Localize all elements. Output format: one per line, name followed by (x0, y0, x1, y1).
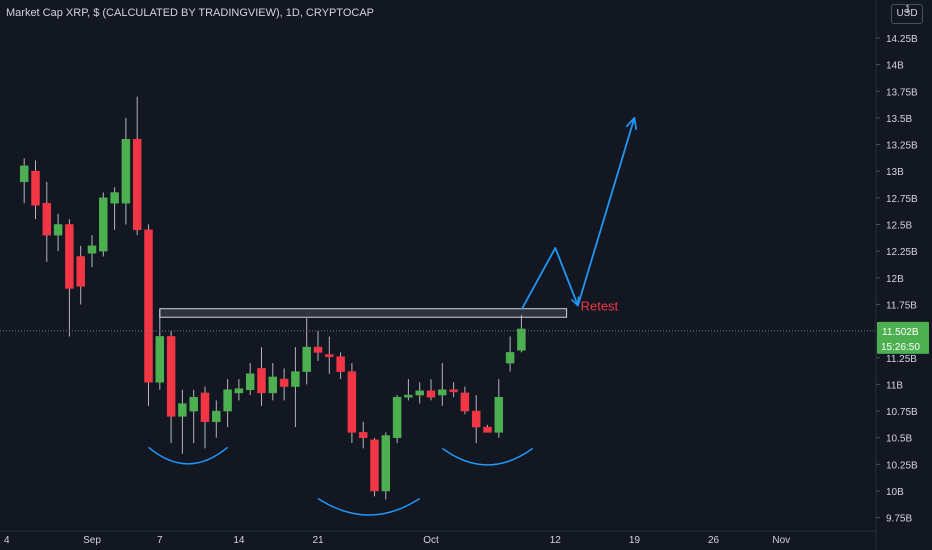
price-tick-label: 10B (886, 487, 904, 498)
candle-body (381, 435, 391, 492)
candle-body (212, 410, 221, 422)
price-tag-value: 11.502B (882, 327, 919, 338)
candle-body (291, 371, 300, 387)
price-tick-label: 10.25B (886, 460, 918, 471)
time-tick-label: Sep (83, 535, 101, 546)
candles (19, 96, 526, 500)
candle-body (144, 229, 153, 383)
retest-label: Retest (581, 299, 619, 314)
candle-body (166, 336, 176, 417)
candle-body (155, 336, 165, 383)
candle-body (392, 396, 402, 438)
time-axis[interactable]: 4 Sep 7 14 21 Oct 12 19 26 Nov (0, 530, 876, 546)
candle-body (483, 426, 492, 433)
price-tick-label: 14.25B (886, 34, 918, 45)
price-tick-label: 12.25B (886, 247, 918, 258)
price-tag-box (877, 321, 929, 354)
chart-title: Market Cap XRP, $ (CALCULATED BY TRADING… (6, 7, 374, 19)
candle-body (53, 224, 63, 236)
price-tick-label: 12.5B (886, 221, 912, 232)
candle-body (302, 346, 311, 372)
price-tag-countdown: 15:26:50 (881, 342, 920, 353)
candle-body (19, 165, 29, 183)
candle-body (426, 390, 436, 398)
candle-body (42, 202, 52, 236)
projection-path (520, 117, 636, 311)
price-tick-label: 10.75B (886, 407, 918, 418)
candle-body (245, 373, 255, 390)
candle-body (370, 439, 379, 492)
resistance-zone-box (159, 308, 568, 318)
pattern-arcs (148, 446, 534, 516)
candle-body (325, 354, 334, 357)
time-tick-label: 7 (157, 535, 163, 546)
candle-body (494, 396, 504, 433)
candle-body (336, 356, 345, 372)
projection-arrow (520, 117, 638, 311)
resistance-zone (159, 308, 568, 318)
pattern-arc (441, 447, 534, 466)
candle-body (31, 170, 40, 206)
candle-body (257, 368, 266, 394)
candle-body (189, 396, 198, 412)
candle-body (460, 392, 470, 412)
time-tick-label: 4 (4, 535, 10, 546)
pattern-arc (148, 446, 229, 465)
price-tick-label: 12.75B (886, 194, 918, 205)
price-tick-label: 13B (886, 167, 904, 178)
candle-body (268, 376, 278, 394)
candle-body (99, 197, 108, 252)
candle-body (505, 352, 515, 364)
candle-body (517, 328, 526, 351)
price-tick-label: 12B (886, 274, 904, 285)
candle-body (87, 245, 97, 254)
time-tick-label: 12 (550, 535, 562, 546)
candle-body (415, 390, 424, 396)
candle-body (132, 138, 142, 231)
time-tick-label: Oct (423, 535, 439, 546)
price-tick-label: 14B (886, 61, 904, 72)
candle-body (234, 388, 244, 394)
price-tick-label: 11.75B (886, 300, 917, 311)
candle-body (279, 378, 289, 387)
projection-arrowhead (625, 117, 638, 130)
price-tick-label: 9.75B (886, 514, 912, 525)
candle-body (358, 432, 368, 438)
price-tick-label: 10.5B (886, 434, 912, 445)
candle-body (178, 403, 187, 417)
candle-body (121, 138, 131, 204)
currency-button[interactable]: USD (891, 4, 923, 24)
price-tick-label: 11B (886, 380, 903, 391)
candle-body (200, 392, 210, 422)
candle-body (110, 192, 119, 204)
candle-body (449, 389, 458, 393)
candle-body (223, 389, 232, 412)
time-tick-label: 19 (629, 535, 641, 546)
time-tick-label: 26 (708, 535, 720, 546)
time-tick-label: 21 (312, 535, 324, 546)
retest-arrowhead (570, 296, 580, 307)
time-tick-label: 14 (233, 535, 245, 546)
price-tick-label: 13.5B (886, 114, 912, 125)
time-tick-label: Nov (772, 535, 790, 546)
current-price-tag: 11.502B 15:26:50 (877, 321, 929, 354)
price-tick-label: 13.75B (886, 87, 918, 98)
candle-body (76, 256, 85, 287)
candle-body (65, 224, 74, 289)
price-tick-label: 13.25B (886, 141, 918, 152)
candle-body (438, 389, 447, 396)
price-tick-label-partial: 1 (905, 4, 911, 15)
candle-body (347, 371, 357, 433)
candle-body (404, 394, 413, 398)
pattern-arc (317, 497, 421, 516)
price-tick-label: 11.25B (886, 354, 917, 365)
price-axis[interactable]: 14.25B 14B 13.75B 13.5B 13.25B 13B 12.75B 12.5B… (876, 4, 918, 525)
candle-body (313, 346, 323, 353)
candle-body (471, 410, 481, 428)
